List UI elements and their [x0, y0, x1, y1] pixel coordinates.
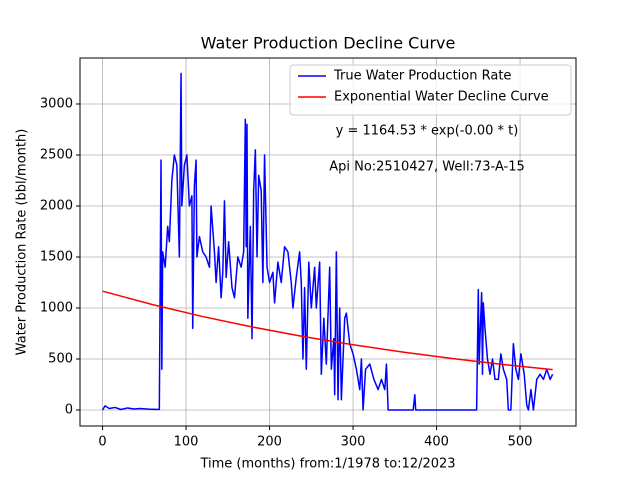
data-line [101, 72, 554, 411]
y-tick-label: 0 [65, 402, 73, 417]
annotation: Api No:2510427, Well:73-A-15 [329, 160, 525, 175]
annotation: y = 1164.53 * exp(-0.00 * t) [336, 124, 519, 139]
chart-title: Water Production Decline Curve [201, 34, 456, 53]
y-tick-label: 1500 [40, 249, 73, 264]
y-tick-label: 2500 [40, 147, 73, 162]
x-tick-label: 0 [98, 435, 106, 450]
x-tick-label: 200 [257, 435, 282, 450]
y-tick-label: 2000 [40, 198, 73, 213]
y-tick-label: 3000 [40, 97, 73, 112]
x-axis-label: Time (months) from:1/1978 to:12/2023 [199, 457, 455, 472]
x-tick-label: 100 [174, 435, 199, 450]
x-tick-label: 500 [508, 435, 533, 450]
x-tick-label: 400 [424, 435, 449, 450]
y-tick-label: 1000 [40, 300, 73, 315]
legend-label: True Water Production Rate [333, 69, 511, 84]
legend-box [289, 64, 572, 116]
data-line [102, 290, 553, 371]
y-axis-label: Water Production Rate (bbl/month) [15, 129, 30, 356]
y-tick-label: 500 [48, 351, 73, 366]
plot-frame [79, 57, 577, 427]
legend-label: Exponential Water Decline Curve [334, 90, 549, 105]
x-tick-label: 300 [341, 435, 366, 450]
